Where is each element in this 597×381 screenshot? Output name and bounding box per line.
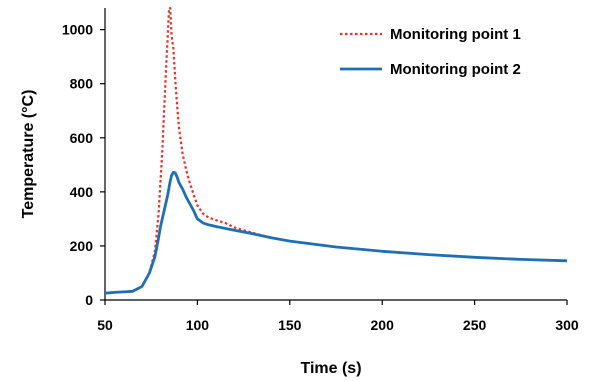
series-layer — [105, 6, 568, 295]
series-line-2 — [105, 171, 568, 295]
y-tick-label: 800 — [70, 76, 94, 92]
legend: Monitoring point 1 Monitoring point 2 — [340, 26, 521, 78]
x-axis-title: Time (s) — [300, 360, 361, 377]
y-axis-title: Temperature (°C) — [20, 90, 37, 219]
y-tick-label: 0 — [85, 292, 93, 308]
x-tick-label: 100 — [186, 317, 210, 333]
x-tick-label: 300 — [555, 317, 579, 333]
legend-label-2: Monitoring point 2 — [390, 61, 521, 78]
y-tick-label: 400 — [70, 184, 94, 200]
y-tick-label: 1000 — [62, 22, 93, 38]
y-tick-label: 600 — [70, 130, 94, 146]
series-line-1 — [105, 6, 568, 295]
y-tick-label: 200 — [70, 238, 94, 254]
x-tick-label: 150 — [278, 317, 302, 333]
axes: 0 200 400 600 800 1000 50 100 150 200 250 300 — [62, 8, 579, 333]
x-tick-label: 50 — [97, 317, 113, 333]
x-tick-label: 200 — [371, 317, 395, 333]
x-tick-label: 250 — [463, 317, 487, 333]
legend-label-1: Monitoring point 1 — [390, 26, 521, 43]
